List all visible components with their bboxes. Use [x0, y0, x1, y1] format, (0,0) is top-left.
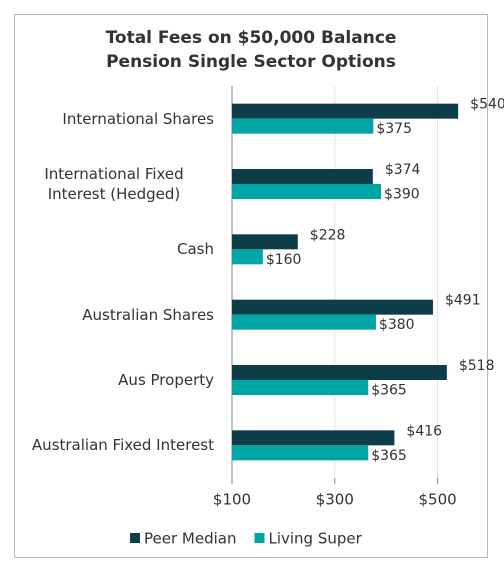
bar — [232, 249, 263, 265]
legend-label: Peer Median — [144, 530, 236, 548]
chart-title: Total Fees on $50,000 Balance — [106, 28, 397, 48]
value-label: $380 — [379, 317, 415, 333]
category-label: International Shares — [14, 109, 214, 129]
value-label: $375 — [376, 121, 412, 137]
legend-label: Living Super — [268, 530, 362, 548]
value-label: $160 — [266, 252, 302, 268]
legend-swatch — [254, 533, 265, 543]
category-label: International Fixed Interest (Hedged) — [14, 164, 214, 204]
category-text: Australian Shares — [82, 305, 214, 324]
bar — [232, 234, 298, 250]
category-text: Australian Fixed Interest — [31, 436, 214, 455]
bar — [232, 169, 373, 184]
category-text: Cash — [177, 240, 214, 259]
value-label: $540 — [470, 97, 504, 113]
value-label: $228 — [310, 227, 346, 243]
category-text: International Shares — [62, 109, 214, 128]
category-label: Australian Shares — [14, 305, 214, 325]
bar — [232, 430, 395, 446]
bar — [232, 314, 376, 330]
value-label: $491 — [445, 293, 481, 309]
bar — [232, 380, 369, 395]
bar — [232, 365, 447, 380]
legend-swatch — [130, 533, 140, 543]
bar — [232, 118, 374, 134]
category-text: Aus Property — [118, 371, 214, 389]
bar — [232, 184, 382, 199]
x-tick-label: $500 — [419, 491, 457, 509]
value-label: $518 — [459, 358, 495, 374]
chart-frame — [14, 14, 488, 558]
category-label: Cash — [14, 239, 214, 259]
value-label: $374 — [385, 162, 421, 178]
chart-subtitle: Pension Single Sector Options — [106, 52, 396, 72]
x-tick-label: $300 — [316, 491, 354, 509]
value-label: $365 — [371, 383, 407, 399]
value-label: $365 — [371, 448, 407, 464]
value-label: $416 — [406, 423, 442, 439]
category-label: Australian Fixed Interest — [14, 435, 214, 455]
value-label: $390 — [384, 187, 420, 203]
category-text: International Fixed Interest (Hedged) — [44, 165, 184, 203]
x-tick-label: $100 — [213, 491, 251, 509]
bar — [232, 445, 369, 461]
bar — [232, 103, 459, 119]
category-label: Aus Property — [14, 370, 214, 390]
bar — [232, 299, 433, 315]
